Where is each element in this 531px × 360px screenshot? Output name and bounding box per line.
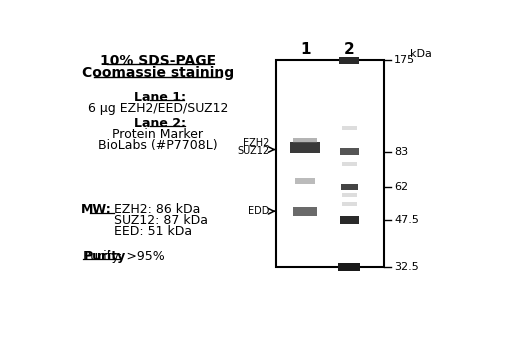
Bar [341, 162, 357, 166]
Text: 32.5: 32.5 [394, 261, 419, 271]
Bar [341, 184, 358, 190]
Text: 6 μg EZH2/EED/SUZ12: 6 μg EZH2/EED/SUZ12 [88, 102, 228, 115]
Text: Protein Marker: Protein Marker [113, 128, 203, 141]
Bar [294, 138, 316, 143]
Bar [340, 216, 358, 224]
Text: 175: 175 [394, 55, 415, 65]
Text: 10% SDS-PAGE: 10% SDS-PAGE [100, 54, 216, 68]
Text: 62: 62 [394, 182, 408, 192]
Text: BioLabs (#P7708L): BioLabs (#P7708L) [98, 139, 218, 152]
Text: 83: 83 [394, 147, 408, 157]
Text: EZH2: EZH2 [243, 138, 269, 148]
Text: Coomassie staining: Coomassie staining [82, 66, 234, 80]
Bar [295, 179, 315, 184]
Text: MW:: MW: [81, 203, 112, 216]
Text: Purity: Purity [83, 249, 126, 262]
Bar [341, 193, 357, 197]
Text: SUZ12: 87 kDa: SUZ12: 87 kDa [114, 214, 209, 227]
Text: kDa: kDa [410, 49, 432, 59]
Bar [339, 57, 359, 64]
Bar [290, 142, 320, 153]
Text: 47.5: 47.5 [394, 215, 419, 225]
Text: Lane 2:: Lane 2: [134, 117, 186, 130]
Bar [341, 202, 357, 206]
Text: EED: 51 kDa: EED: 51 kDa [114, 225, 193, 238]
Text: 1: 1 [300, 42, 310, 57]
Bar [293, 207, 318, 216]
Bar [341, 126, 357, 130]
Bar [338, 263, 360, 271]
Text: EZH2: 86 kDa: EZH2: 86 kDa [114, 203, 201, 216]
Bar [340, 148, 358, 155]
Text: EDD: EDD [248, 206, 269, 216]
Text: SUZ12: SUZ12 [237, 146, 269, 156]
Text: Purity: >95%: Purity: >95% [83, 249, 165, 262]
Text: 2: 2 [344, 42, 355, 57]
Text: Lane 1:: Lane 1: [134, 91, 186, 104]
Bar [276, 60, 384, 266]
